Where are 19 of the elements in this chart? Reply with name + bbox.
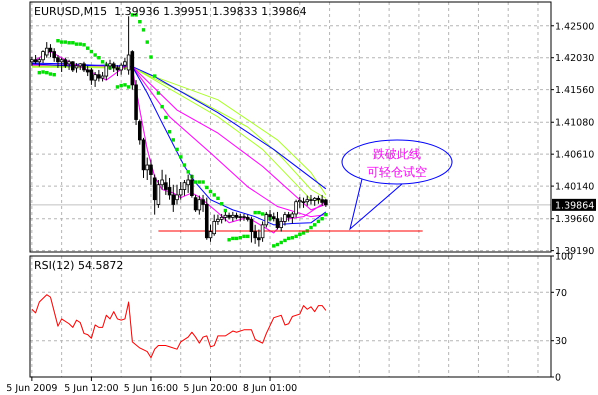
chart-title: EURUSD,M15 1.39936 1.39951 1.39833 1.39864 <box>34 5 307 18</box>
y-tick-label: 70 <box>555 288 568 299</box>
x-tick-label: 8 Jun 01:00 <box>242 383 298 394</box>
x-tick-label: 5 Jun 2009 <box>6 383 58 394</box>
x-tick-label: 5 Jun 20:00 <box>183 383 238 394</box>
y-tick-label: 1.42500 <box>555 21 594 32</box>
y-tick-label: 1.40140 <box>555 182 594 193</box>
ref-line-label: 1.39864 <box>555 200 594 212</box>
y-tick-label: 1.40610 <box>555 150 594 161</box>
chart-title: RSI(12) 54.5872 <box>34 259 124 272</box>
x-tick-label: 5 Jun 16:00 <box>124 383 178 394</box>
y-tick-label: 1.42030 <box>555 53 594 64</box>
y-tick-label: 30 <box>555 336 568 348</box>
y-tick-label: 0 <box>555 372 562 384</box>
y-tick-label: 1.41560 <box>555 85 594 96</box>
y-tick-label: 1.41080 <box>555 118 594 129</box>
annotation: 跌破此线可轻仓试空 <box>367 147 427 179</box>
y-tick-label: 1.39660 <box>555 214 594 226</box>
x-tick-label: 5 Jun 12:00 <box>64 383 119 394</box>
